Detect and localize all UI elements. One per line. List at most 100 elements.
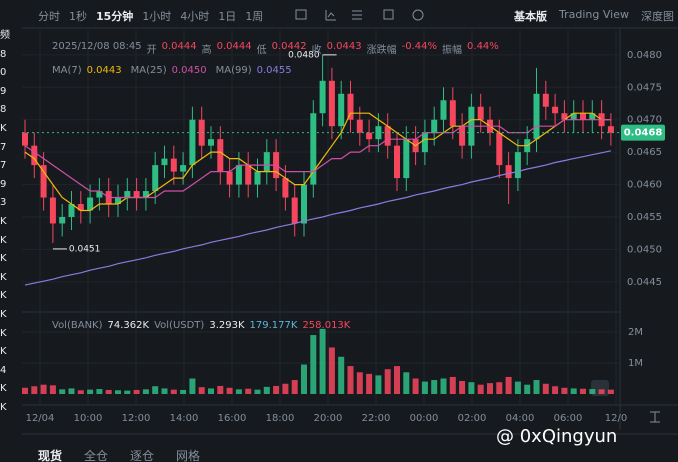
volume-bar	[431, 380, 438, 394]
volume-bar	[505, 376, 512, 394]
y-tick-label: 0.0470	[627, 115, 662, 126]
interval-tab[interactable]: 分时	[38, 10, 60, 23]
y-tick-label: 0.0455	[627, 212, 662, 223]
volume-bar	[394, 366, 400, 394]
candle-body	[319, 80, 326, 114]
volume-bar	[133, 389, 140, 394]
candle-body	[49, 197, 56, 224]
volume-bar	[105, 389, 112, 394]
bottom-tab[interactable]: 现货	[38, 449, 63, 462]
ma-value: 0.0455	[256, 65, 292, 76]
info-value: -0.44%	[401, 41, 438, 52]
candle-body	[440, 100, 447, 120]
candle-body	[561, 113, 568, 120]
ma-value: 0.0443	[86, 65, 122, 76]
volume-bar	[263, 386, 270, 394]
volume-bar	[449, 376, 456, 394]
candle-body	[384, 126, 391, 146]
left-char: K	[0, 308, 7, 320]
left-char: 3	[0, 197, 7, 209]
view-tab[interactable]: 深度图	[641, 10, 674, 23]
candle-body	[310, 113, 317, 185]
volume-bar	[524, 384, 531, 394]
left-char: 9	[0, 178, 7, 190]
candle-body	[347, 93, 354, 120]
left-char: K	[0, 290, 7, 302]
info-key: 高	[201, 45, 212, 56]
volume-bar	[208, 388, 214, 394]
volume-bar	[607, 389, 614, 394]
volume-bar	[514, 381, 521, 394]
volume-bar	[142, 389, 149, 394]
y-tick-label: 0.0445	[627, 277, 662, 288]
tool-icons[interactable]	[295, 9, 424, 21]
volume-bar	[282, 383, 289, 394]
volume-bar	[96, 389, 103, 394]
volume-info-item: 179.177K	[249, 320, 298, 331]
candle-body	[421, 132, 428, 153]
view-tab[interactable]: Trading View	[559, 8, 629, 21]
x-tick-label: 20:00	[314, 413, 343, 424]
candle-body	[403, 139, 410, 179]
volume-bar	[152, 386, 159, 394]
volume-bar	[580, 388, 586, 394]
interval-tab[interactable]: 15分钟	[96, 10, 134, 23]
volume-info-item: 3.293K	[209, 320, 245, 331]
volume-bar	[477, 384, 484, 394]
left-char: K	[0, 253, 7, 265]
candle-body	[180, 165, 187, 172]
x-tick-label: 12/0	[605, 413, 627, 424]
candle-body	[263, 152, 270, 172]
volume-bar	[180, 389, 187, 394]
candle-body	[589, 113, 596, 120]
candle-body	[198, 119, 205, 146]
candle-body	[542, 93, 549, 107]
y-tick-label: 0.0475	[627, 82, 662, 93]
view-tab[interactable]: 基本版	[514, 10, 548, 23]
left-char: 8	[0, 48, 7, 60]
volume-bar	[235, 389, 242, 394]
candle-body	[217, 139, 224, 172]
left-char: K	[0, 401, 7, 413]
left-char: K	[0, 271, 7, 283]
interval-tab[interactable]: 1小时	[142, 10, 172, 23]
interval-tab[interactable]: 1日	[218, 10, 237, 23]
annotation-label: 0.0451	[69, 244, 101, 254]
candle-body	[124, 191, 131, 198]
ma-line	[24, 119, 611, 199]
volume-bar	[533, 380, 540, 394]
volume-bar	[87, 389, 94, 394]
candle-body	[226, 171, 233, 185]
interval-tab[interactable]: 4小时	[180, 10, 210, 23]
left-char: K	[0, 122, 7, 134]
info-key: 涨跌幅	[366, 45, 397, 56]
interval-tab[interactable]: 1周	[245, 10, 264, 23]
interval-bar: 分时 1秒 15分钟 1小时 4小时 1日 1周	[38, 8, 263, 24]
bottom-tab[interactable]: 逐仓	[130, 449, 155, 462]
volume-bar	[338, 356, 345, 394]
volume-bar	[40, 384, 47, 394]
candle-body	[505, 165, 512, 179]
ma-name: MA(99)	[215, 65, 252, 76]
volume-bar	[328, 347, 335, 394]
x-tick-label: 04:00	[506, 413, 535, 424]
volume-bar	[170, 389, 177, 394]
info-value: 0.44%	[467, 41, 499, 52]
bottom-tabs: 现货 全仓 逐仓 网格	[38, 447, 200, 462]
candle-body	[477, 106, 484, 120]
ma-line	[24, 112, 611, 212]
info-value: 0.0444	[161, 41, 197, 52]
volume-bar	[468, 382, 475, 394]
y-tick-label: 0.0480	[627, 50, 662, 61]
bottom-tab[interactable]: 网格	[176, 449, 201, 462]
volume-bar	[22, 387, 28, 394]
interval-tab[interactable]: 1秒	[69, 10, 87, 23]
bottom-tab[interactable]: 全仓	[84, 449, 109, 462]
volume-bar	[77, 390, 84, 394]
left-char: 7	[0, 160, 7, 172]
volume-bar	[59, 389, 66, 394]
volume-bar	[440, 378, 447, 394]
axis-icon[interactable]	[650, 411, 660, 423]
